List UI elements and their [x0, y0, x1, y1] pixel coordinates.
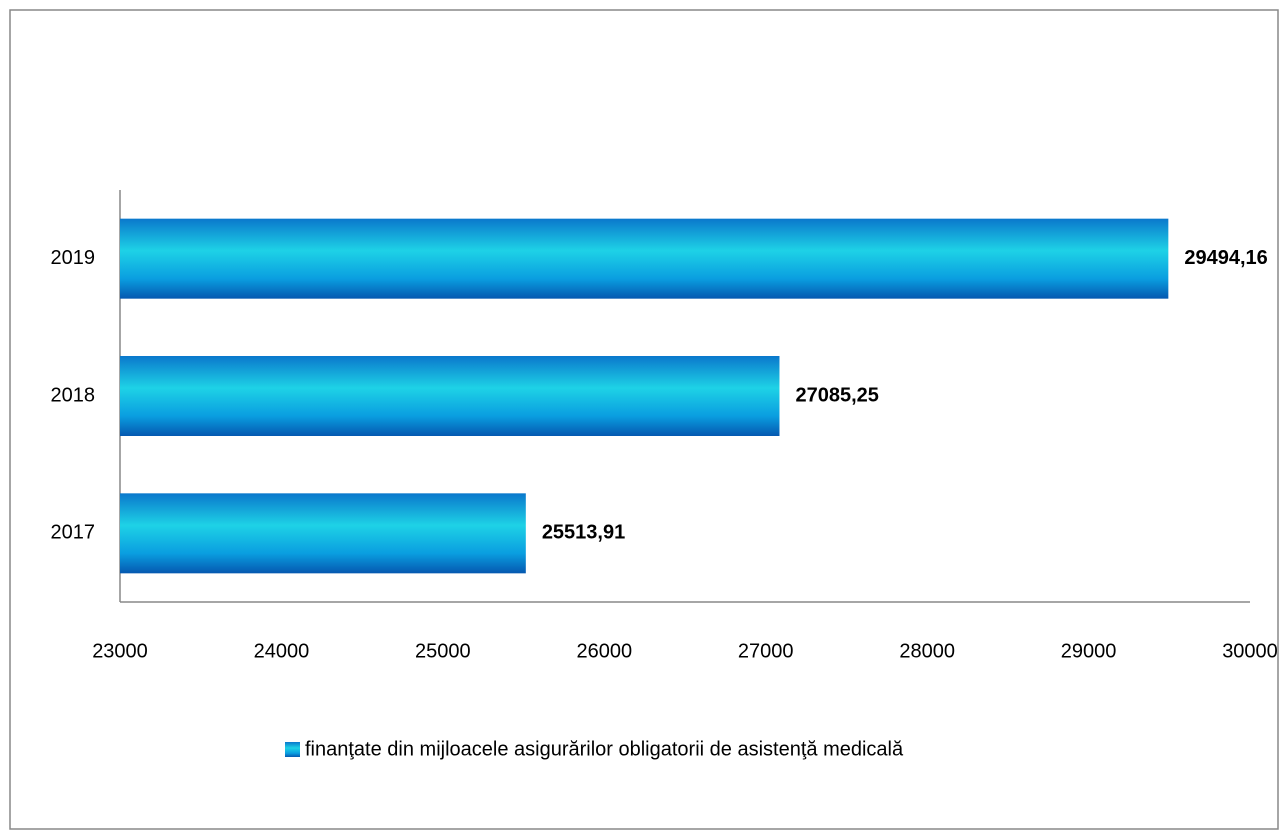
legend-label: finanţate din mijloacele asigurărilor ob… — [305, 738, 904, 760]
y-tick-label: 2018 — [51, 384, 96, 406]
x-tick-label: 27000 — [738, 640, 794, 662]
x-tick-label: 29000 — [1061, 640, 1117, 662]
x-tick-label: 24000 — [254, 640, 310, 662]
legend-swatch — [285, 742, 300, 757]
bar — [120, 493, 526, 574]
data-label: 25513,91 — [542, 522, 625, 544]
bar — [120, 356, 780, 436]
x-tick-label: 26000 — [576, 640, 632, 662]
x-tick-label: 30000 — [1222, 640, 1278, 662]
y-tick-label: 2019 — [51, 247, 96, 269]
x-tick-label: 25000 — [415, 640, 471, 662]
bar — [120, 218, 1169, 299]
x-tick-label: 28000 — [899, 640, 955, 662]
data-label: 29494,16 — [1184, 247, 1267, 269]
data-label: 27085,25 — [795, 384, 878, 406]
y-tick-label: 2017 — [51, 522, 96, 544]
x-tick-label: 23000 — [92, 640, 148, 662]
